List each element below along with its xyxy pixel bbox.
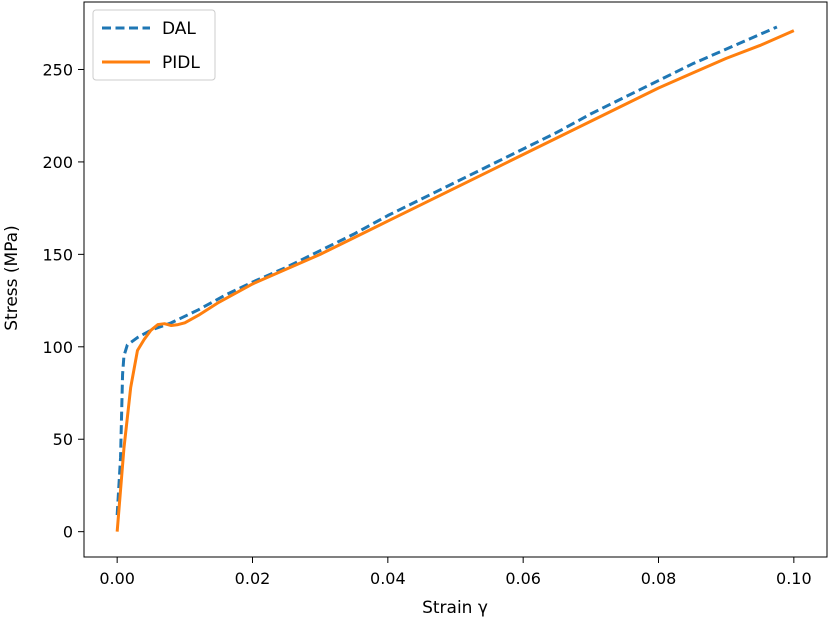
plot-lines <box>115 25 795 532</box>
series-line-pidl <box>115 29 795 532</box>
legend-label-dal: DAL <box>162 19 196 39</box>
x-tick-label: 0.00 <box>99 569 135 588</box>
x-tick-label: 0.08 <box>641 569 677 588</box>
legend: DAL PIDL <box>92 9 216 81</box>
y-tick-label: 50 <box>53 430 73 449</box>
x-tick-label: 0.06 <box>505 569 541 588</box>
legend-label-pidl: PIDL <box>162 53 200 73</box>
y-axis-ticks: 0 50 100 150 200 250 <box>42 60 84 542</box>
series-line-dal <box>115 25 778 516</box>
x-tick-label: 0.02 <box>235 569 271 588</box>
x-tick-label: 0.04 <box>370 569 406 588</box>
y-tick-label: 250 <box>42 60 73 79</box>
y-tick-label: 0 <box>63 523 73 542</box>
y-tick-label: 100 <box>42 338 73 357</box>
y-tick-label: 200 <box>42 153 73 172</box>
plot-frame <box>83 1 828 558</box>
x-axis-ticks: 0.00 0.02 0.04 0.06 0.08 0.10 <box>99 557 812 588</box>
y-tick-label: 150 <box>42 245 73 264</box>
x-axis-label: Strain γ <box>422 598 488 618</box>
y-axis-label: Stress (MPa) <box>2 225 22 331</box>
x-tick-label: 0.10 <box>776 569 812 588</box>
